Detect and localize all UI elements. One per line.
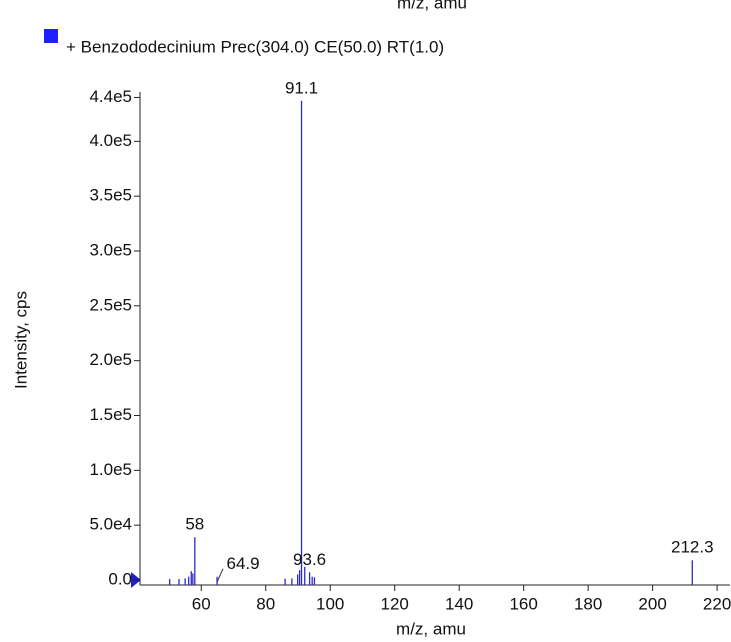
- y-tick-label: 1.0e5: [89, 460, 132, 479]
- y-tick-label: 2.0e5: [89, 350, 132, 369]
- x-tick-label: 80: [256, 594, 275, 613]
- x-tick-label: 140: [445, 594, 473, 613]
- peak-label: 93.6: [293, 550, 326, 569]
- peak-label: 58: [185, 515, 204, 534]
- y-tick-label: 2.5e5: [89, 295, 132, 314]
- peak-label: 91.1: [285, 78, 318, 97]
- x-tick-label: 160: [509, 594, 537, 613]
- x-tick-label: 180: [574, 594, 602, 613]
- x-tick-label: 220: [703, 594, 731, 613]
- legend-text: + Benzododecinium Prec(304.0) CE(50.0) R…: [66, 37, 444, 56]
- legend-swatch: [44, 29, 58, 43]
- y-tick-label: 1.5e5: [89, 405, 132, 424]
- y-tick-label: 4.0e5: [89, 131, 132, 150]
- y-tick-label: 3.0e5: [89, 240, 132, 259]
- leader: [216, 568, 224, 583]
- x-tick-label: 120: [381, 594, 409, 613]
- x-axis-label: m/z, amu: [396, 619, 466, 638]
- peak-label: 64.9: [227, 554, 260, 573]
- x-tick-label: 200: [638, 594, 666, 613]
- peak-label: 212.3: [671, 538, 714, 557]
- y-tick-label: 4.4e5: [89, 87, 132, 106]
- top-text: m/z, amu: [397, 0, 467, 12]
- y-tick-label: 0.0: [108, 569, 132, 588]
- x-tick-label: 60: [192, 594, 211, 613]
- y-axis-label: Intensity, cps: [11, 291, 30, 389]
- y-tick-label: 3.5e5: [89, 186, 132, 205]
- y-tick-label: 5.0e4: [89, 515, 132, 534]
- x-tick-label: 100: [316, 594, 344, 613]
